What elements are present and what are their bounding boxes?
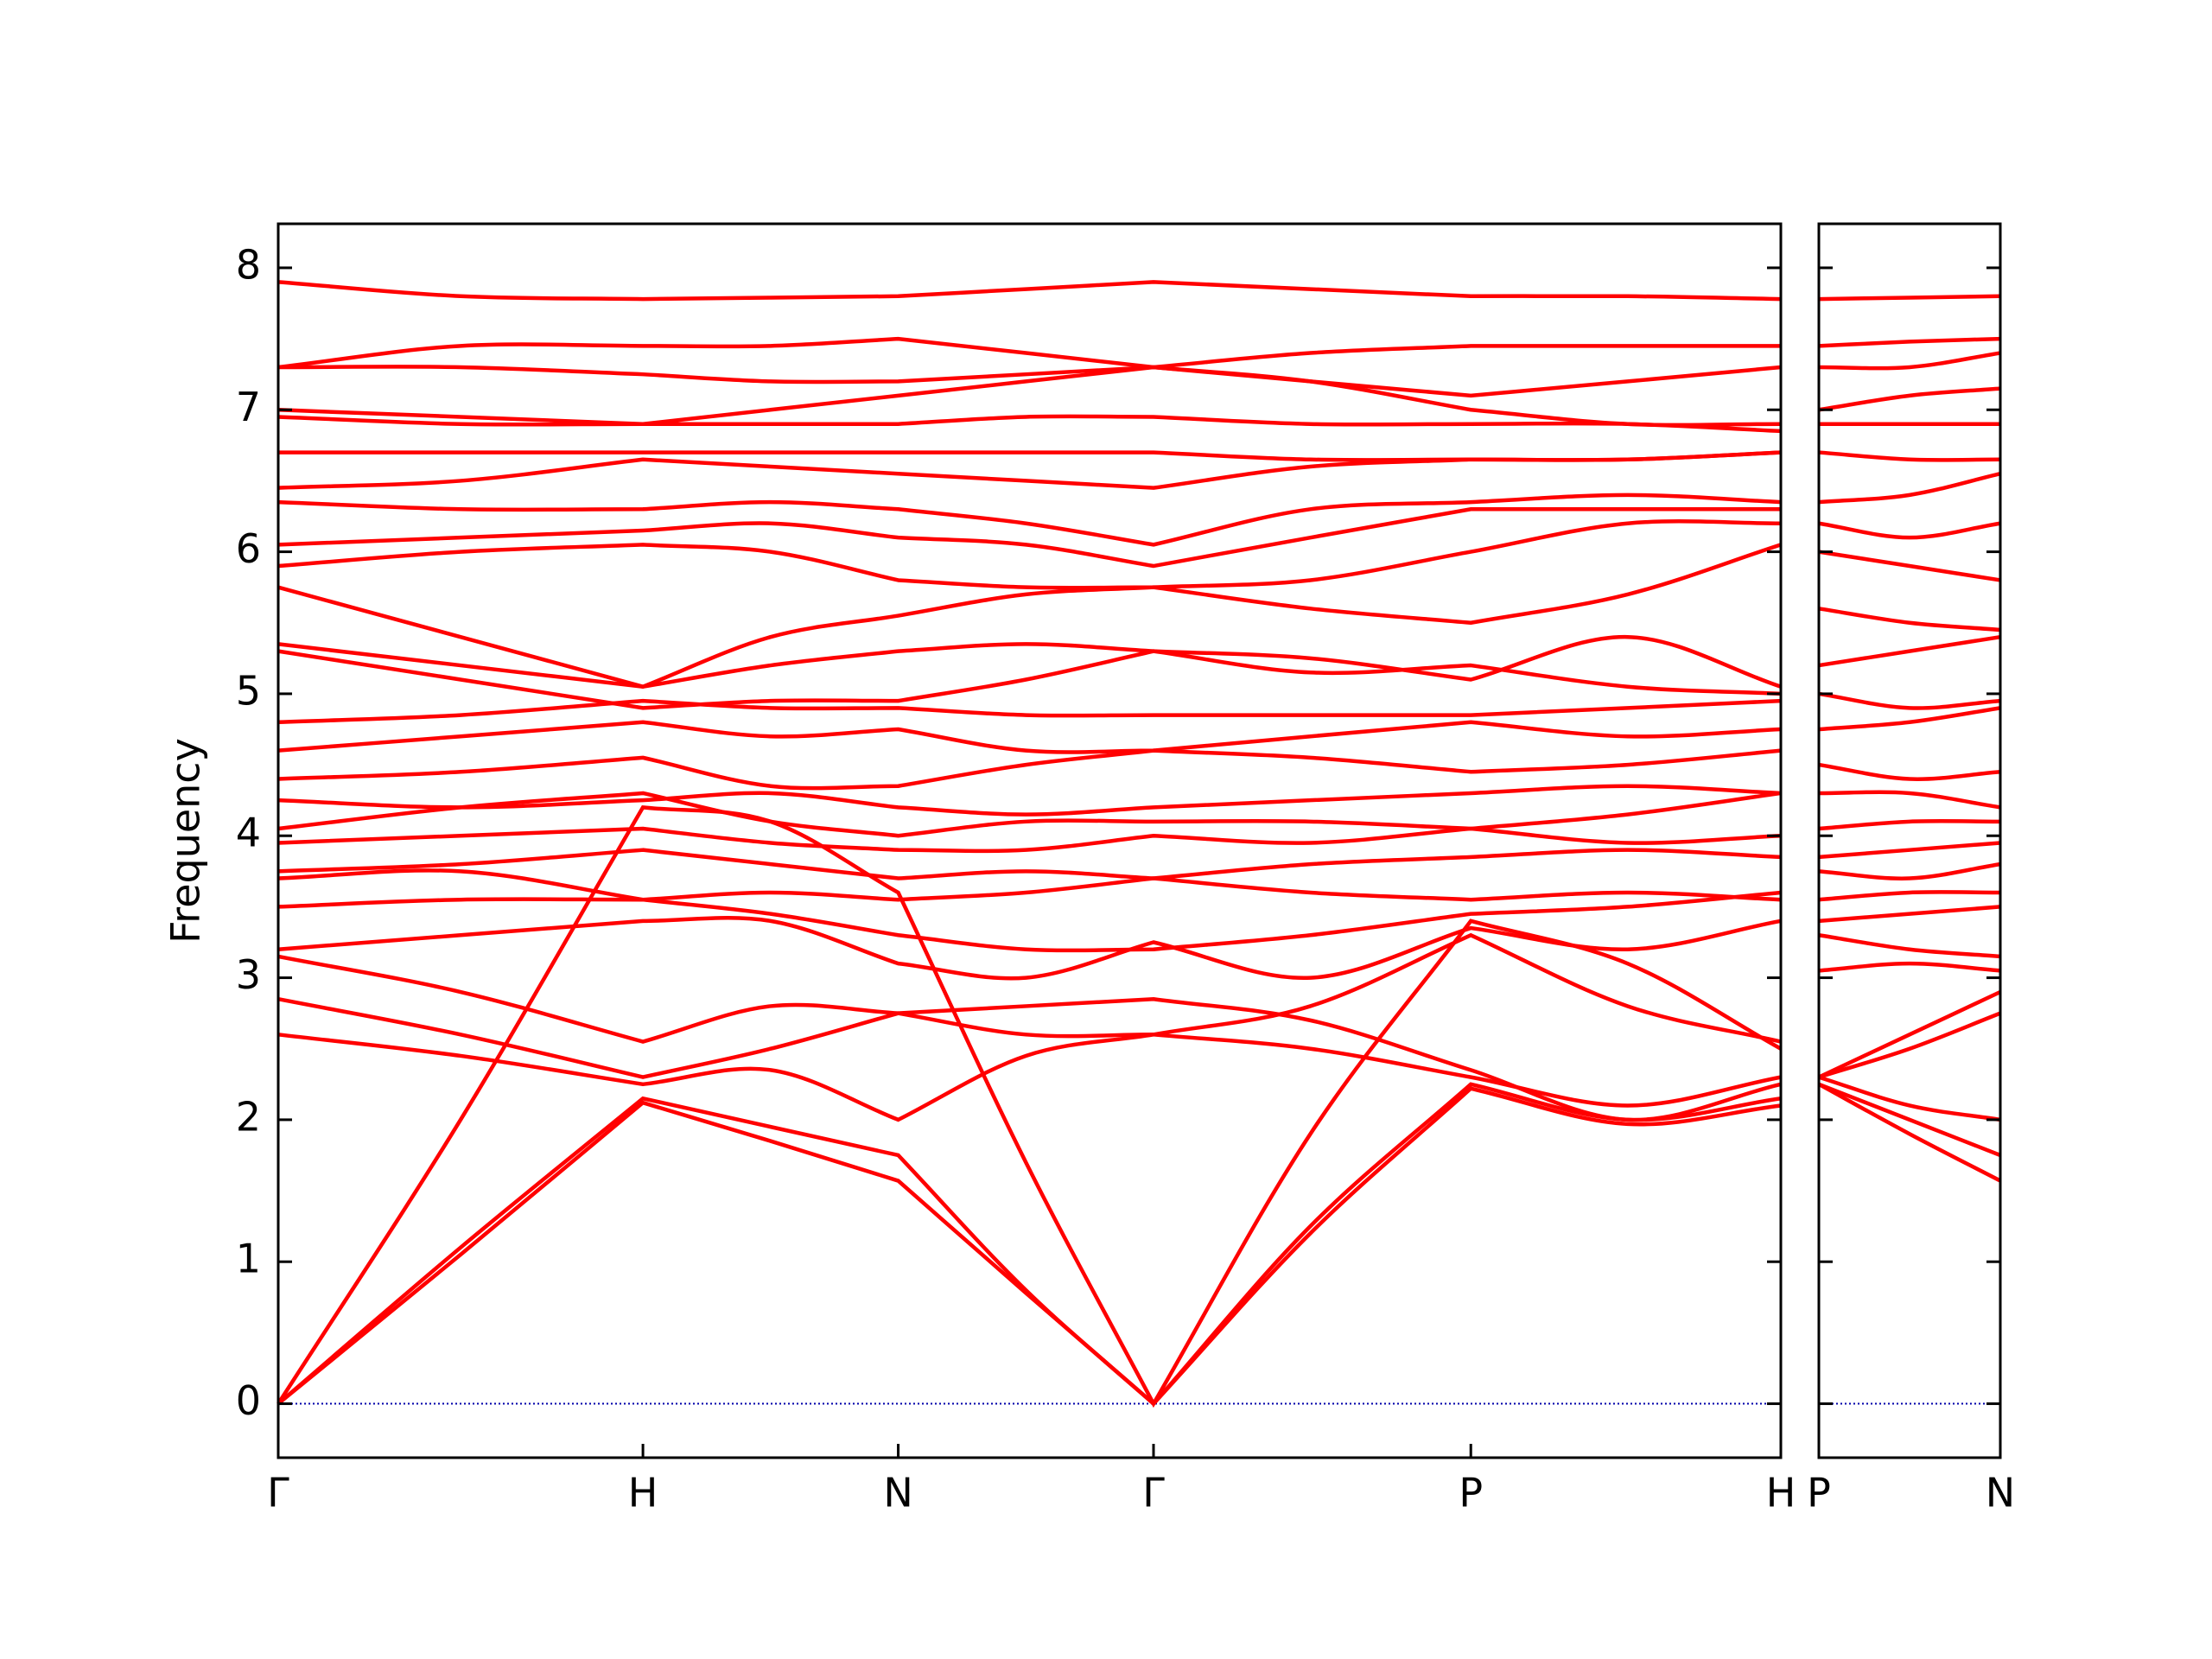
band <box>1818 706 2001 732</box>
band <box>1818 472 2001 505</box>
band <box>1818 818 2001 831</box>
band <box>1818 550 2001 582</box>
band <box>277 720 1782 754</box>
band <box>277 826 1782 854</box>
band <box>277 543 1782 690</box>
band <box>1817 1082 2002 1183</box>
band <box>1818 989 2001 1079</box>
band <box>1818 634 2001 668</box>
y-tick-label: 3 <box>236 951 261 998</box>
band <box>276 804 1783 1408</box>
y-tick-label: 0 <box>236 1377 261 1424</box>
band <box>1818 841 2001 860</box>
band <box>277 336 1781 370</box>
y-tick-label: 4 <box>236 810 261 856</box>
x-tick-label: P <box>1459 1470 1483 1516</box>
band <box>1818 607 2001 632</box>
band <box>1818 450 2001 462</box>
band <box>277 996 1782 1122</box>
x-tick-label: N <box>883 1470 912 1516</box>
band <box>277 649 1782 710</box>
band <box>1818 691 2001 710</box>
band <box>277 365 1782 398</box>
y-tick-label: 1 <box>236 1236 261 1282</box>
band <box>1818 386 2001 412</box>
band <box>276 1082 1782 1407</box>
band <box>1818 961 2001 973</box>
band <box>1818 351 2001 371</box>
band <box>277 507 1781 569</box>
y-tick-label: 6 <box>236 525 261 572</box>
y-tick-label: 2 <box>236 1093 261 1140</box>
x-tick-label: N <box>1986 1470 2015 1516</box>
y-axis-label: Frequency <box>162 738 209 944</box>
x-tick-label: H <box>1766 1470 1796 1516</box>
band <box>277 848 1782 880</box>
band <box>1818 861 2001 880</box>
band <box>277 890 1782 953</box>
band <box>277 791 1782 838</box>
band <box>277 698 1782 725</box>
band <box>277 365 1782 428</box>
band <box>1818 905 2001 924</box>
band <box>277 280 1782 302</box>
band <box>277 450 1782 490</box>
band <box>1818 790 2001 810</box>
x-tick-label: H <box>628 1470 658 1516</box>
band <box>276 1086 1782 1407</box>
band <box>277 519 1782 590</box>
band <box>1818 1082 2001 1158</box>
band <box>277 932 1782 1044</box>
band <box>277 915 1782 981</box>
band <box>1818 336 2001 348</box>
band <box>277 784 1782 817</box>
x-tick-label: Γ <box>267 1470 289 1516</box>
x-tick-label: P <box>1807 1470 1831 1516</box>
band <box>1818 890 2001 902</box>
x-tick-label: Γ <box>1142 1470 1165 1516</box>
band <box>1818 1011 2001 1079</box>
band <box>277 634 1782 689</box>
band <box>1818 521 2001 540</box>
band <box>1818 294 2001 302</box>
y-tick-label: 7 <box>236 384 261 430</box>
band <box>1818 762 2001 781</box>
y-tick-label: 5 <box>236 667 261 714</box>
band <box>277 450 1782 462</box>
band <box>1818 1075 2001 1122</box>
y-tick-label: 8 <box>236 241 261 288</box>
plot-frame <box>1817 222 2002 1459</box>
band <box>277 748 1782 791</box>
band <box>1818 933 2001 959</box>
plot-frame <box>276 222 1783 1459</box>
band <box>277 414 1782 434</box>
band <box>277 868 1782 902</box>
band <box>277 493 1782 547</box>
